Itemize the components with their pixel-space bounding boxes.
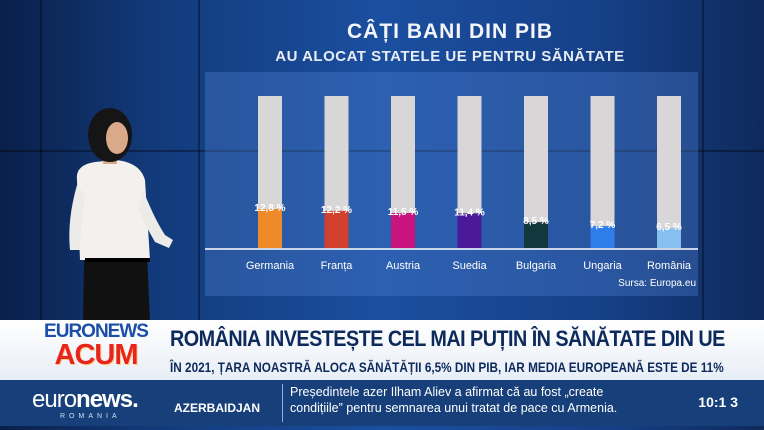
logo-subtitle: ROMANIA — [60, 413, 121, 420]
x-tick-label: Ungaria — [583, 260, 622, 272]
euronews-logo: euronews. — [32, 386, 139, 414]
bar — [258, 209, 282, 248]
bar — [457, 213, 482, 248]
bar — [524, 222, 548, 248]
video-wall-seam — [702, 0, 704, 320]
data-label: 12,2 % — [321, 205, 352, 216]
chart-panel — [205, 72, 698, 296]
data-label: 11,4 % — [454, 207, 485, 218]
logo-text: euro — [32, 386, 77, 413]
bar — [657, 228, 681, 248]
chart-title: CÂȚI BANI DIN PIB — [347, 20, 553, 43]
data-label: 7,2 % — [590, 220, 616, 231]
x-tick-label: România — [647, 260, 692, 272]
video-wall-seam — [198, 0, 200, 320]
bar-track — [657, 96, 681, 248]
data-label: 6,5 % — [656, 222, 682, 233]
ticker-text: Președintele azer Ilham Aliev a afirmat … — [290, 385, 604, 399]
divider — [282, 384, 283, 422]
video-wall-seam — [40, 0, 42, 320]
video-wall-seam — [0, 150, 764, 152]
subheadline: ÎN 2021, ȚARA NOASTRĂ ALOCA SĂNĂTĂȚII 6,… — [170, 359, 724, 375]
data-label: 8,5 % — [523, 216, 549, 227]
chart-screen: CÂȚI BANI DIN PIB AU ALOCAT STATELE UE P… — [200, 0, 700, 300]
bar-track — [590, 96, 615, 248]
x-tick-label: Franța — [321, 260, 354, 272]
presenter — [69, 108, 173, 320]
bar — [324, 210, 349, 248]
x-tick-label: Bulgaria — [516, 260, 557, 272]
logo-text: news. — [76, 386, 139, 413]
headline: ROMÂNIA INVESTEȘTE CEL MAI PUȚIN ÎN SĂNĂ… — [170, 326, 725, 351]
data-label: 12,8 % — [254, 203, 285, 214]
ticker-topic: AZERBAIDJAN — [174, 401, 261, 415]
x-tick-label: Suedia — [452, 260, 487, 272]
ticker-text: condițiile” pentru semnarea unui tratat … — [290, 401, 618, 415]
logo-text: EURONEWS — [44, 321, 149, 342]
logo-text: ACUM — [54, 339, 139, 371]
clock: 10:1 3 — [698, 394, 738, 410]
news-ticker: euronews. ROMANIA AZERBAIDJAN Președinte… — [0, 380, 764, 426]
bar-chart: 12,8 % Germania 12,2 % Franța 11,5 % Austria 1… — [205, 96, 698, 272]
data-label: 11,5 % — [388, 207, 419, 218]
bar — [391, 213, 415, 248]
lower-third: EURONEWS ACUM ROMÂNIA INVESTEȘTE CEL MAI… — [0, 320, 764, 380]
x-tick-label: Austria — [386, 260, 421, 272]
x-tick-label: Germania — [246, 260, 295, 272]
chart-subtitle: AU ALOCAT STATELE UE PENTRU SĂNĂTATE — [275, 48, 625, 65]
bar — [590, 226, 615, 248]
chart-source: Sursa: Europa.eu — [618, 278, 696, 289]
euronews-acum-logo: EURONEWS ACUM — [38, 322, 154, 370]
